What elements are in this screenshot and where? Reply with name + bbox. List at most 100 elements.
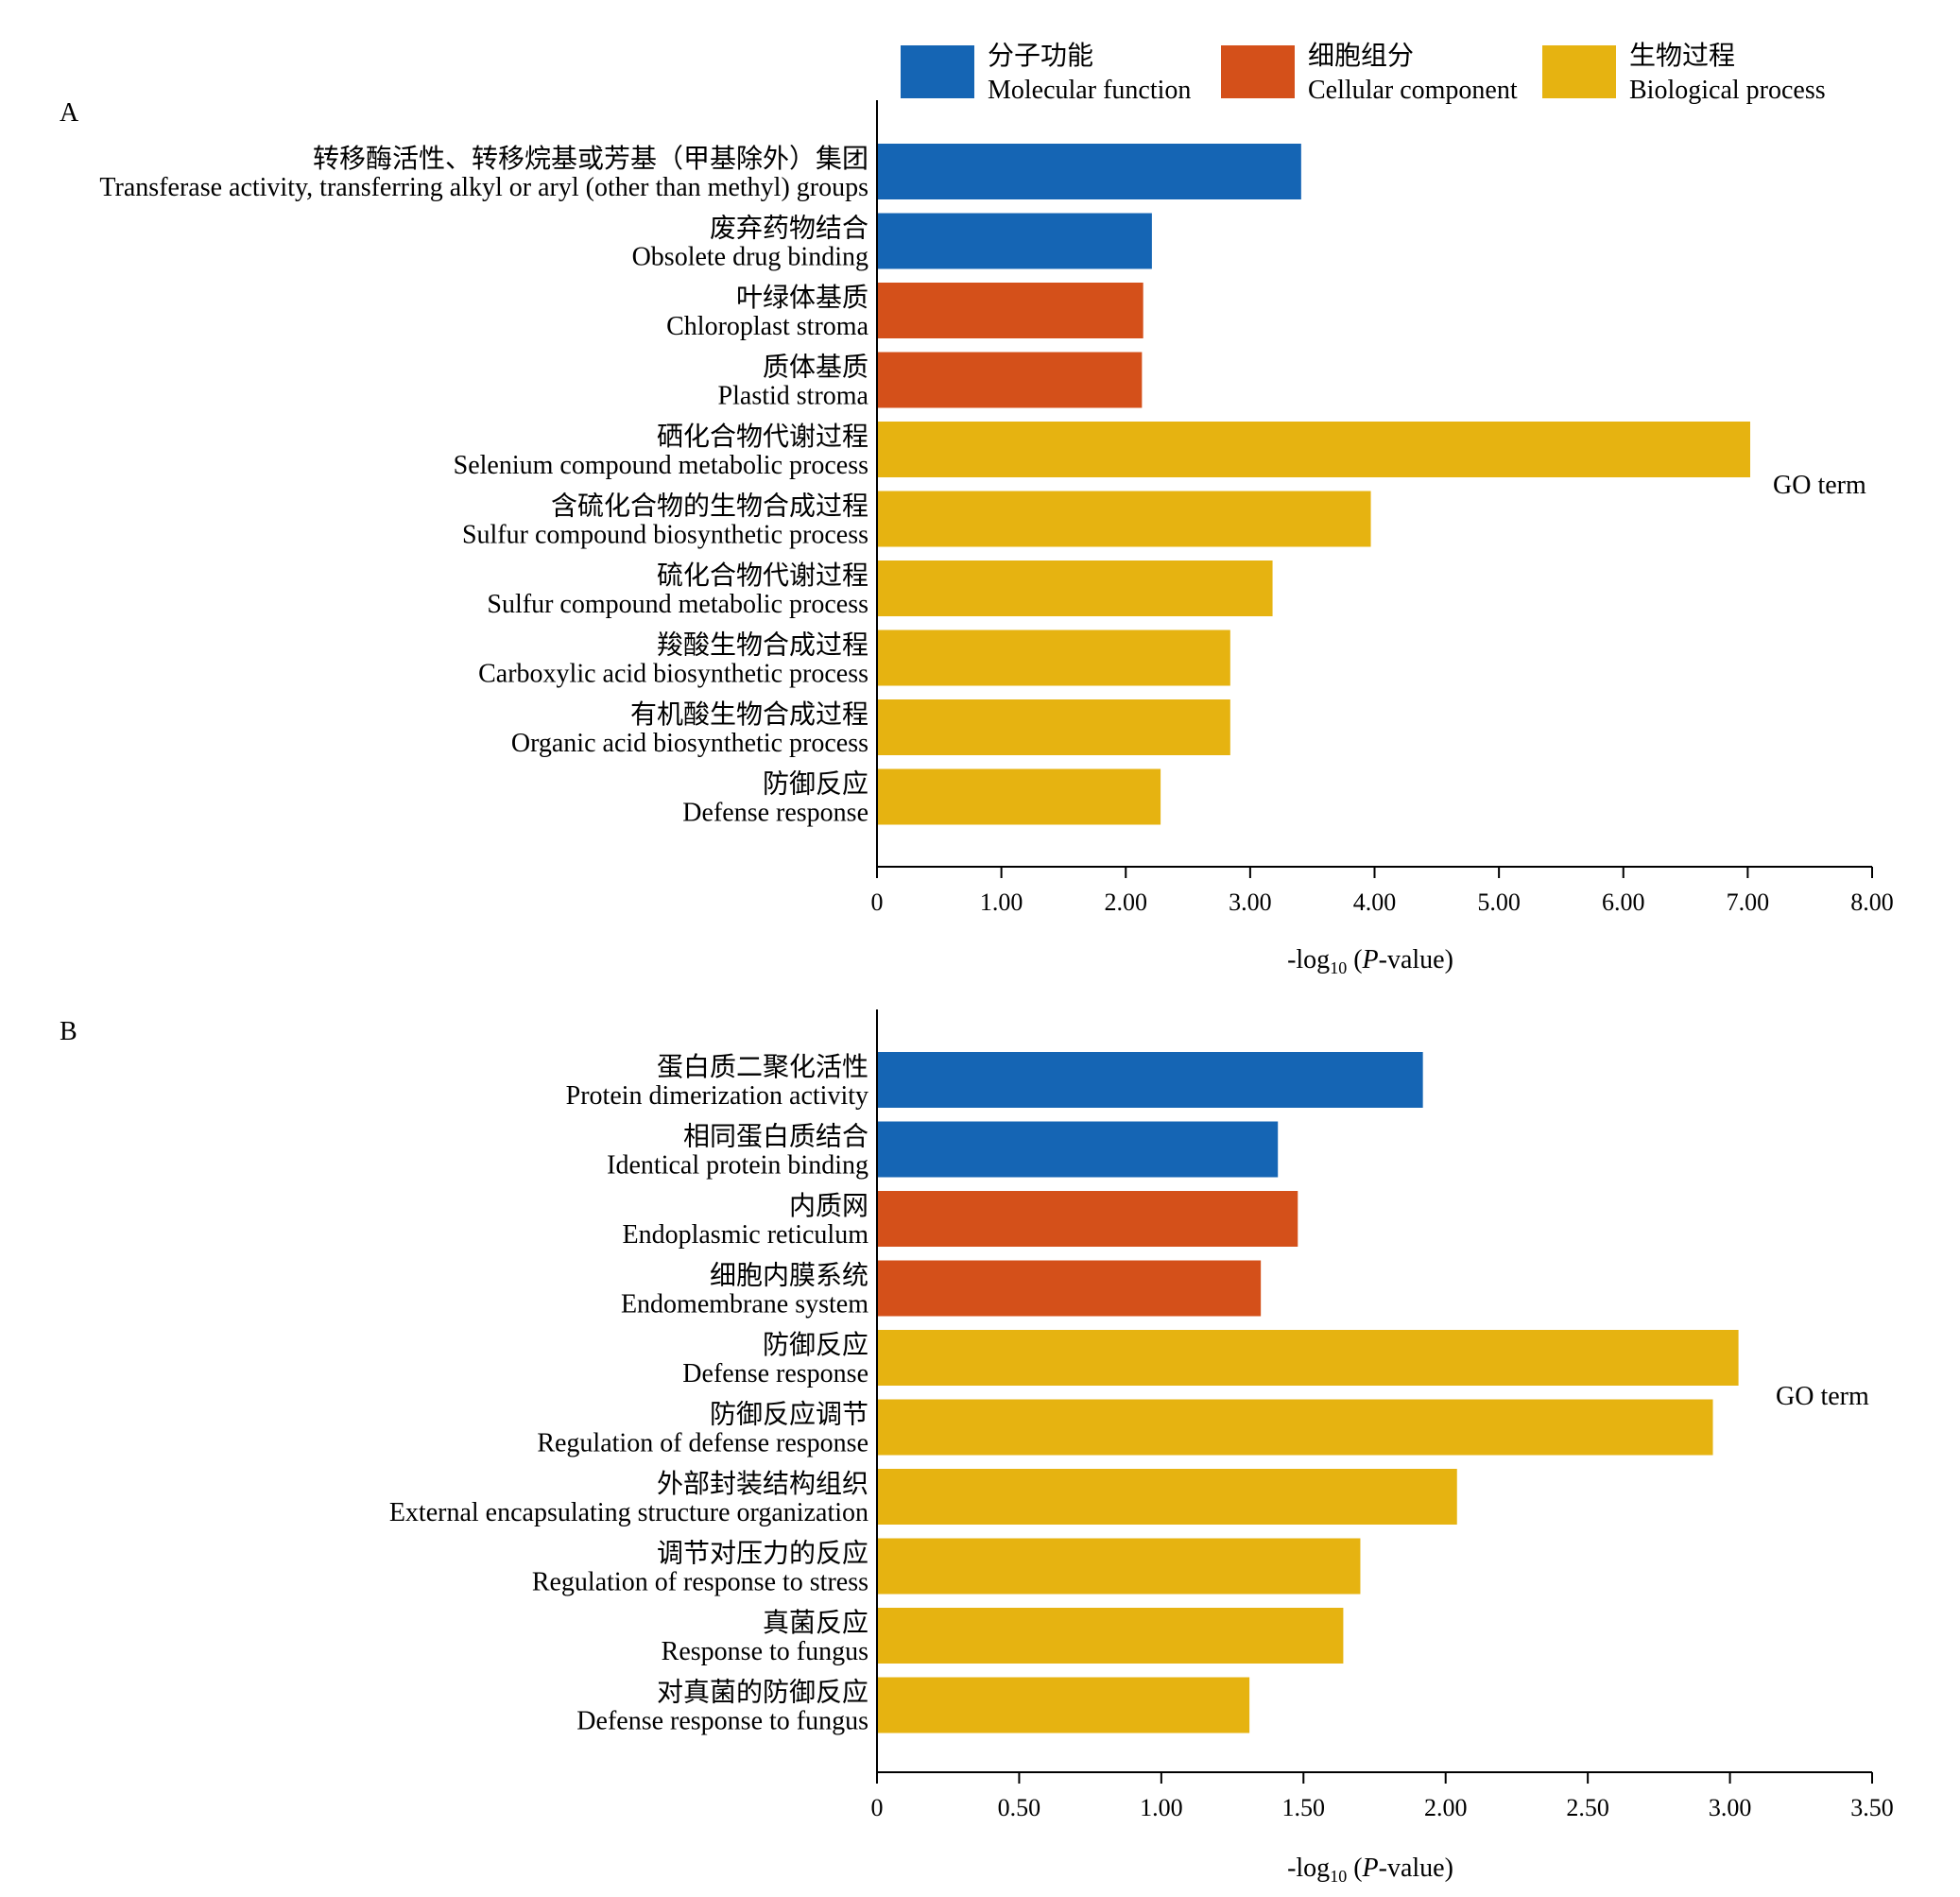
- axes-a: 0 1.00 2.00 3.00 4.00 5.00 6.00 7.00 8.00: [871, 100, 1894, 916]
- bar: [877, 1330, 1739, 1386]
- x-tick-label: 5.00: [1477, 888, 1521, 916]
- category-label-cn: 真菌反应: [763, 1608, 868, 1638]
- x-tick-label: 4.00: [1353, 888, 1397, 916]
- category-label-en: Protein dimerization activity: [566, 1081, 868, 1111]
- bar: [877, 422, 1751, 477]
- x-tick-label: 2.00: [1424, 1794, 1468, 1821]
- bar: [877, 1608, 1344, 1664]
- panel-label-b: B: [60, 1017, 77, 1046]
- x-tick-label: 8.00: [1850, 888, 1894, 916]
- bar: [877, 352, 1143, 408]
- bar: [877, 1191, 1298, 1247]
- category-label-cn: 内质网: [789, 1191, 868, 1221]
- bar: [877, 283, 1143, 338]
- category-label-en: Regulation of response to stress: [532, 1568, 868, 1597]
- legend-label-en: Biological process: [1629, 76, 1826, 105]
- category-label-en: Identical protein binding: [607, 1151, 868, 1181]
- bar: [877, 768, 1161, 825]
- x-tick-label: 1.50: [1282, 1794, 1326, 1821]
- category-label-cn: 对真菌的防御反应: [657, 1678, 868, 1708]
- category-label-cn: 相同蛋白质结合: [683, 1122, 868, 1152]
- legend-label-cn: 分子功能: [988, 41, 1093, 71]
- legend-label-en: Cellular component: [1308, 76, 1518, 105]
- bar: [877, 1677, 1250, 1733]
- axes-b: 0 0.50 1.00 1.50 2.00 2.50 3.00 3.50: [871, 1009, 1894, 1821]
- category-label-cn: 外部封装结构组织: [657, 1469, 868, 1499]
- category-label-cn: 调节对压力的反应: [657, 1539, 868, 1569]
- x-tick-label: 6.00: [1602, 888, 1645, 916]
- legend: 分子功能 Molecular function 细胞组分 Cellular co…: [901, 41, 1826, 105]
- bar: [877, 1052, 1423, 1108]
- bar: [877, 1469, 1457, 1525]
- category-label-en: Plastid stroma: [718, 382, 869, 411]
- category-label-cn: 含硫化合物的生物合成过程: [551, 491, 868, 522]
- category-label-en: Regulation of defense response: [537, 1429, 868, 1458]
- legend-swatch-cellular-component: [1221, 45, 1295, 98]
- bar: [877, 491, 1371, 547]
- category-label-cn: 防御反应: [763, 1330, 868, 1360]
- x-tick-label: 1.00: [980, 888, 1023, 916]
- bar: [877, 144, 1301, 199]
- category-label-cn: 硫化合物代谢过程: [657, 560, 868, 591]
- legend-label-en: Molecular function: [988, 76, 1191, 105]
- bar: [877, 1538, 1361, 1595]
- bar: [877, 560, 1273, 616]
- legend-label-cn: 细胞组分: [1308, 41, 1414, 71]
- category-label-cn: 质体基质: [763, 353, 868, 383]
- bar: [877, 1121, 1279, 1178]
- x-axis-title-b: -log10 (P-value): [1287, 1854, 1453, 1886]
- legend-swatch-molecular-function: [901, 45, 974, 98]
- x-tick-label: 2.00: [1105, 888, 1148, 916]
- category-label-en: Sulfur compound metabolic process: [487, 590, 868, 619]
- x-tick-label: 0: [871, 888, 884, 916]
- category-label-cn: 蛋白质二聚化活性: [657, 1052, 868, 1082]
- x-tick-label: 7.00: [1727, 888, 1770, 916]
- panel-label-a: A: [60, 98, 79, 128]
- category-label-en: Chloroplast stroma: [666, 312, 868, 341]
- category-label-en: Selenium compound metabolic process: [454, 451, 868, 480]
- category-label-en: Transferase activity, transferring alkyl…: [99, 173, 868, 202]
- go-term-label-a: GO term: [1773, 471, 1866, 500]
- x-tick-label: 2.50: [1566, 1794, 1609, 1821]
- category-label-en: Defense response: [682, 799, 868, 828]
- category-label-en: Sulfur compound biosynthetic process: [462, 521, 868, 550]
- category-label-en: Endomembrane system: [621, 1290, 868, 1319]
- legend-item-cellular-component: 细胞组分 Cellular component: [1221, 41, 1518, 105]
- bars-a: [877, 144, 1751, 825]
- category-label-en: Carboxylic acid biosynthetic process: [478, 660, 868, 689]
- bars-b: [877, 1052, 1739, 1733]
- x-tick-label: 1.00: [1140, 1794, 1183, 1821]
- bar: [877, 213, 1152, 269]
- category-label-cn: 废弃药物结合: [710, 214, 868, 244]
- legend-item-molecular-function: 分子功能 Molecular function: [901, 41, 1191, 105]
- panel-a: A GO term 转移酶活性、转移烷基或芳基（甲基除外）集团Transfera…: [60, 98, 1894, 977]
- category-label-en: Organic acid biosynthetic process: [511, 729, 868, 758]
- category-label-en: Obsolete drug binding: [632, 243, 868, 272]
- category-label-cn: 有机酸生物合成过程: [630, 699, 868, 730]
- category-label-en: External encapsulating structure organiz…: [389, 1498, 868, 1527]
- category-label-en: Defense response to fungus: [576, 1707, 868, 1736]
- category-label-en: Defense response: [682, 1359, 868, 1388]
- x-tick-label: 3.00: [1229, 888, 1272, 916]
- category-label-en: Endoplasmic reticulum: [623, 1220, 869, 1250]
- x-tick-label: 0.50: [998, 1794, 1041, 1821]
- x-tick-label: 0: [871, 1794, 884, 1821]
- x-tick-label: 3.00: [1709, 1794, 1752, 1821]
- legend-label-cn: 生物过程: [1629, 41, 1735, 71]
- category-label-en: Response to fungus: [662, 1637, 868, 1666]
- bar: [877, 1260, 1262, 1317]
- bar: [877, 1399, 1713, 1456]
- category-label-cn: 叶绿体基质: [736, 283, 868, 313]
- legend-item-biological-process: 生物过程 Biological process: [1542, 41, 1826, 105]
- category-label-cn: 防御反应: [763, 769, 868, 800]
- category-label-cn: 细胞内膜系统: [710, 1261, 868, 1291]
- x-axis-title-a: -log10 (P-value): [1287, 945, 1453, 977]
- category-label-cn: 羧酸生物合成过程: [657, 630, 868, 661]
- category-label-cn: 防御反应调节: [710, 1400, 868, 1430]
- x-tick-label: 3.50: [1850, 1794, 1894, 1821]
- category-label-cn: 硒化合物代谢过程: [657, 422, 868, 452]
